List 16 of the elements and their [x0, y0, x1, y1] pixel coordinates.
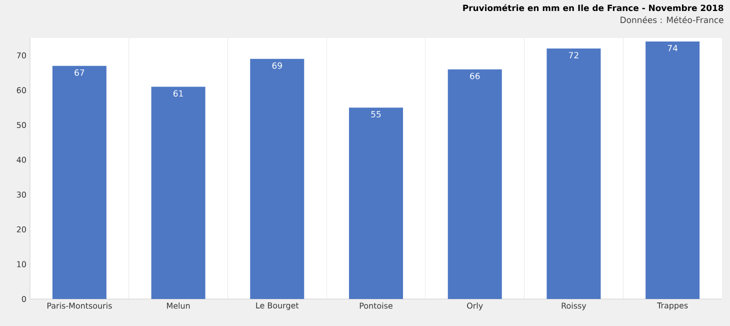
data-label: 61 — [173, 90, 183, 97]
chart-title: Pruviométrie en mm en Ile de France - Novembre 2018 — [463, 4, 724, 12]
bar — [250, 58, 304, 299]
data-label: 67 — [74, 69, 84, 76]
bar — [448, 69, 502, 299]
data-label: 72 — [569, 52, 578, 58]
data-label: 69 — [272, 62, 282, 69]
data-label: 74 — [668, 45, 678, 52]
chart-subtitle: Données : Météo-France — [620, 16, 724, 24]
bar — [52, 66, 106, 299]
bar — [151, 86, 206, 299]
bar — [646, 41, 700, 299]
data-label: 66 — [470, 72, 480, 80]
data-label: 55 — [371, 111, 381, 118]
bar — [546, 48, 601, 299]
bar — [349, 108, 404, 299]
